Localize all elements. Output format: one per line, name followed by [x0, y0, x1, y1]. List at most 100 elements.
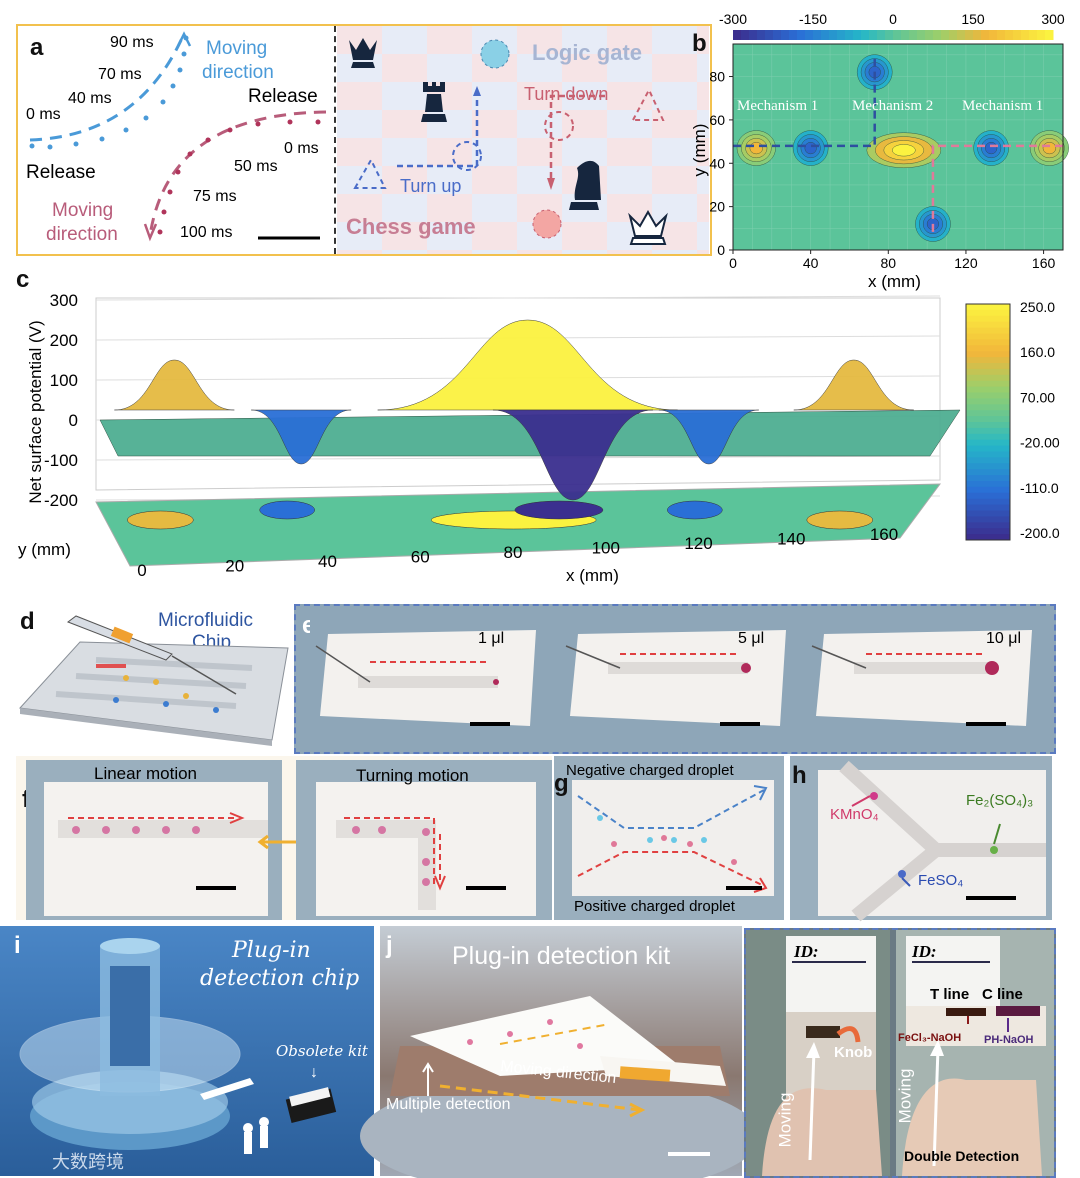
colorbar-segment: [925, 30, 934, 40]
time-label: 100 ms: [180, 224, 233, 241]
colorbar-segment: [966, 368, 1010, 376]
colorbar-segment: [966, 481, 1010, 488]
z-tick-label: 100: [50, 371, 78, 390]
potential-feature: [749, 142, 763, 155]
potential-feature: [985, 142, 998, 155]
ph-naoh-label: PH-NaOH: [984, 1034, 1034, 1046]
colorbar-segment: [733, 30, 742, 40]
colorbar-tick-label: -200.0: [1020, 525, 1060, 541]
colorbar-segment: [966, 380, 1010, 388]
mechanism-label: Mechanism 1: [962, 98, 1044, 114]
droplet: [493, 679, 499, 685]
red-path: [931, 144, 1063, 237]
turn-up-label: Turn up: [400, 176, 462, 196]
panel-d: d Microfluidic Chip: [16, 604, 292, 750]
colorbar-segment: [966, 457, 1010, 464]
colorbar-segment: [797, 30, 806, 40]
colorbar-segment: [917, 30, 926, 40]
time-label: 75 ms: [193, 188, 237, 205]
x-tick-label: 160: [1032, 255, 1056, 271]
x-tick-label: 60: [411, 548, 430, 567]
panel-letter-h: h: [792, 762, 807, 789]
panel-g: g Negative charged droplet Positive char…: [554, 756, 784, 920]
grid-line: [95, 455, 941, 461]
droplet-volume-photos: [310, 612, 1042, 744]
potential-feature: [804, 142, 817, 155]
c-line-label: C line: [982, 986, 1023, 1003]
colorbar-segment: [966, 416, 1010, 423]
x-tick-label: 160: [870, 525, 898, 544]
colorbar-segment: [966, 528, 1010, 535]
colorbar-tick-label: 0: [889, 11, 897, 27]
kmno4-label: KMnO₄: [830, 806, 879, 823]
heatmap-chart: -300 -150 0 150 300 0 40 80 120 160 0 20 40 60 80: [709, 11, 1069, 271]
needle: [315, 645, 371, 683]
floor-footprint: [667, 500, 723, 520]
colorbar-frame: [965, 303, 1011, 541]
colorbar-segment: [789, 30, 798, 40]
fe2so43-label: Fe₂(SO₄)₃: [966, 792, 1034, 809]
double-detection-photos: [746, 930, 1054, 1176]
t-line-label: T line: [930, 986, 970, 1003]
scale-bar: [470, 722, 510, 726]
colorbar-segment: [941, 30, 950, 40]
droplet-trajectories: [29, 31, 327, 242]
x-tick-label: 140: [777, 530, 805, 549]
colorbar-segment: [765, 30, 774, 40]
plug-in-detection-chip-title: detection chip: [200, 966, 360, 991]
colorbar-segment: [989, 30, 998, 40]
channel: [358, 676, 498, 688]
id-label: ID:: [794, 942, 819, 961]
colorbar-segment: [966, 357, 1010, 364]
y-tick-label: 60: [709, 112, 725, 128]
linear-motion-label: Linear motion: [94, 764, 198, 783]
colorbar-segment: [966, 309, 1010, 317]
turn-down-label: Turn down: [524, 84, 609, 104]
colorbar-segment: [861, 30, 870, 40]
potential-feature: [1042, 142, 1057, 155]
x-tick-label: 0: [137, 561, 146, 580]
motion-photos: [26, 760, 552, 920]
colorbar-segment: [966, 534, 1010, 541]
z-tick-label: -200: [44, 491, 78, 510]
panel-letter-c: c: [16, 266, 30, 293]
droplet: [741, 663, 751, 673]
colorbar-segment: [966, 486, 1010, 494]
floor-footprint: [127, 510, 194, 530]
time-label: 40 ms: [68, 90, 112, 107]
colorbar-segment: [773, 30, 782, 40]
release-label: Release: [248, 86, 318, 107]
colorbar-segment: [966, 492, 1010, 500]
positive-droplet-label: Positive charged droplet: [574, 898, 735, 915]
watermark: 大数跨境: [52, 1152, 124, 1172]
colorbar-segment: [966, 351, 1010, 358]
x-tick-label: 0: [729, 255, 737, 271]
floor-footprint: [806, 510, 874, 530]
colorbar-segment: [813, 30, 822, 40]
y-tick-label: 0: [717, 242, 725, 258]
colorbar-segment: [1045, 30, 1054, 40]
x-tick-label: 120: [684, 534, 712, 553]
double-detection-label: Double Detection: [904, 1148, 1020, 1164]
x-tick-label: 80: [504, 543, 523, 562]
colorbar-segment: [909, 30, 918, 40]
colorbar-segment: [966, 345, 1010, 352]
time-label: 0 ms: [26, 106, 61, 123]
colorbar-segment: [966, 398, 1010, 405]
surface-peak: [114, 359, 235, 411]
colorbar-segment: [877, 30, 886, 40]
y-tick-label: 40: [709, 155, 725, 171]
time-label: 0 ms: [284, 140, 319, 157]
x-tick-label: 20: [225, 557, 244, 576]
fecl3-naoh-label: FeCl₃-NaOH: [898, 1032, 962, 1044]
chip-illustration: [18, 615, 289, 746]
droplet: [985, 661, 999, 675]
colorbar-segment: [749, 30, 758, 40]
moving-direction-label: Moving: [52, 200, 114, 221]
microfluidic-chip-title: Microfluidic: [158, 610, 254, 631]
colorbar-segment: [966, 386, 1010, 393]
colorbar-tick-label: 250.0: [1020, 299, 1055, 315]
colorbar-segment: [757, 30, 766, 40]
colorbar-tick-label: 150: [961, 11, 985, 27]
colorbar-tick-label: -110.0: [1020, 480, 1059, 496]
